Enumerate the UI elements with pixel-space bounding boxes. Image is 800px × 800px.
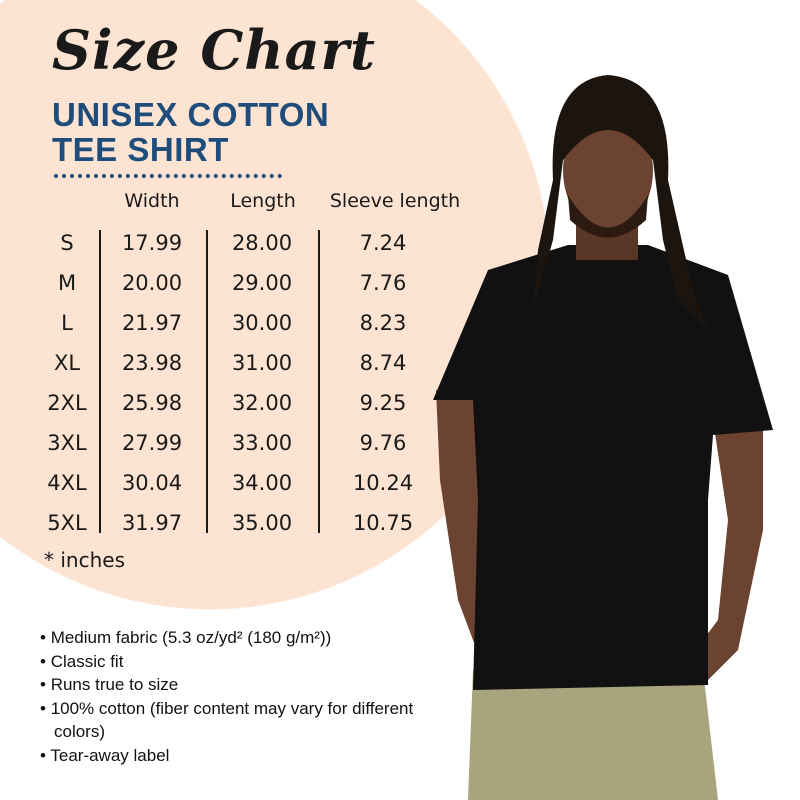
cell-length: 33.00: [231, 431, 293, 455]
cell-length: 29.00: [231, 271, 293, 295]
header-sleeve-length: Sleeve length: [329, 190, 461, 212]
cell-size: 4XL: [47, 471, 87, 495]
feature-list: Medium fabric (5.3 oz/yd² (180 g/m²)) Cl…: [40, 626, 424, 767]
column-divider: [99, 230, 101, 533]
column-divider: [318, 230, 320, 533]
cell-length: 31.00: [231, 351, 293, 375]
pants: [468, 670, 718, 800]
feature-item: Medium fabric (5.3 oz/yd² (180 g/m²)): [40, 626, 424, 650]
cell-width: 20.00: [121, 271, 183, 295]
feature-item: Tear-away label: [40, 744, 424, 768]
unit-note: * inches: [44, 548, 125, 572]
cell-size: L: [61, 311, 73, 335]
right-arm: [688, 420, 763, 680]
feature-item: Runs true to size: [40, 673, 424, 697]
cell-size: S: [60, 231, 74, 255]
cell-sleeve: 8.23: [359, 311, 407, 335]
dotted-divider: [54, 174, 282, 178]
cell-width: 23.98: [121, 351, 183, 375]
cell-sleeve: 10.75: [352, 511, 414, 535]
cell-sleeve: 8.74: [359, 351, 407, 375]
cell-width: 27.99: [121, 431, 183, 455]
column-divider: [206, 230, 208, 533]
subtitle-line1: UNISEX COTTON: [52, 96, 330, 133]
beard: [568, 195, 648, 238]
cell-size: 5XL: [47, 511, 87, 535]
cell-width: 30.04: [121, 471, 183, 495]
header-length: Length: [230, 190, 296, 212]
cell-size: 3XL: [47, 431, 87, 455]
face: [563, 108, 653, 232]
cell-length: 34.00: [231, 471, 293, 495]
page-title: Size Chart: [52, 18, 376, 82]
cell-sleeve: 10.24: [352, 471, 414, 495]
header-width: Width: [124, 190, 180, 212]
cell-width: 17.99: [121, 231, 183, 255]
cell-width: 31.97: [121, 511, 183, 535]
cell-length: 35.00: [231, 511, 293, 535]
feature-item: 100% cotton (fiber content may vary for …: [40, 697, 424, 744]
cell-sleeve: 9.25: [359, 391, 407, 415]
dreadlocks: [533, 75, 708, 330]
cell-sleeve: 7.76: [359, 271, 407, 295]
black-tee-shirt: [433, 245, 773, 690]
cell-width: 25.98: [121, 391, 183, 415]
cell-size: M: [57, 271, 77, 295]
cell-length: 32.00: [231, 391, 293, 415]
model-photo: [433, 75, 773, 800]
cell-size: 2XL: [47, 391, 87, 415]
cell-length: 30.00: [231, 311, 293, 335]
cell-length: 28.00: [231, 231, 293, 255]
cell-sleeve: 9.76: [359, 431, 407, 455]
cell-sleeve: 7.24: [359, 231, 407, 255]
subtitle-line2: TEE SHIRT: [52, 131, 229, 168]
cell-width: 21.97: [121, 311, 183, 335]
cell-size: XL: [53, 351, 81, 375]
feature-item: Classic fit: [40, 650, 424, 674]
